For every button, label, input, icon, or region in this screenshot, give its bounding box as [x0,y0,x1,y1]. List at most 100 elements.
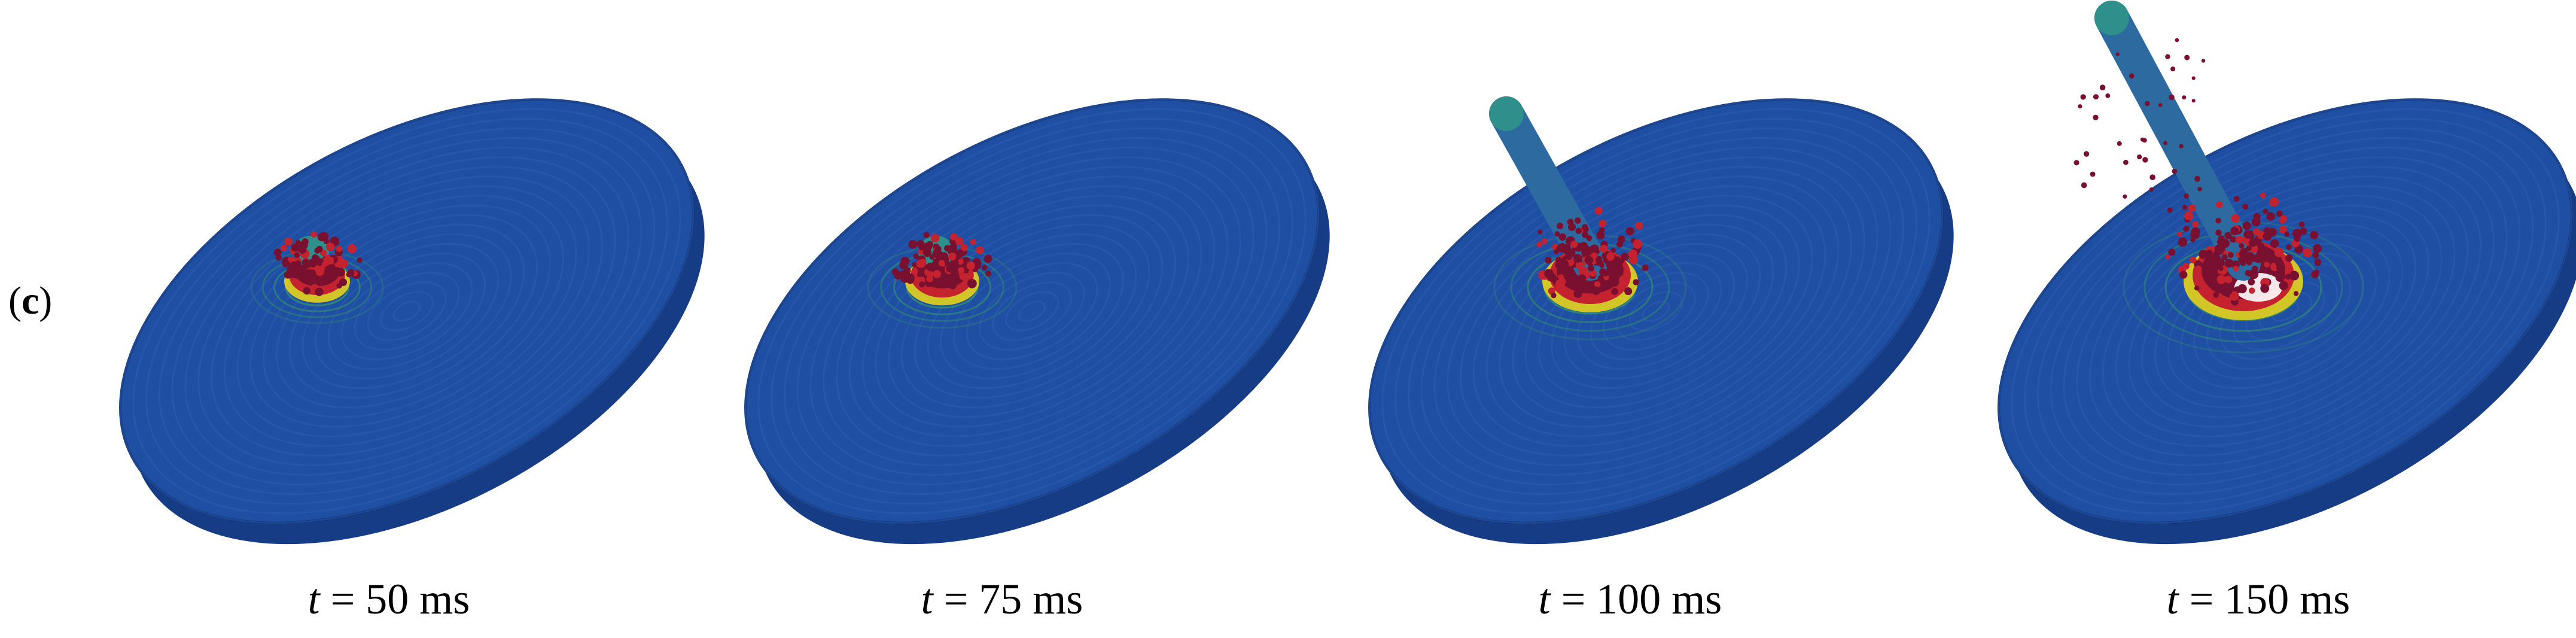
disk-ring [1499,195,1813,428]
debris-particle [2172,168,2178,174]
debris-t100 [1536,206,1649,299]
frame-t150 [1986,0,2576,569]
debris-particle [1590,269,1597,277]
debris-particle [2251,266,2258,273]
debris-particle [939,275,949,285]
impact-ripple [2123,221,2364,354]
disk-ring [796,137,1268,485]
debris-particle [347,244,357,254]
debris-particle [1554,249,1559,255]
debris-particle [2246,245,2252,251]
debris-particle [2294,235,2300,242]
debris-particle [2224,259,2234,268]
debris-particle [2235,236,2243,244]
debris-particle [2165,254,2170,260]
debris-t50 [273,231,363,296]
debris-particle [1610,277,1619,287]
disk-ring [861,185,1202,438]
disk-ring [1590,262,1722,360]
debris-particle [2213,292,2219,298]
debris-particle [321,261,328,268]
debris-particle [2313,269,2320,276]
debris-particle [336,282,342,289]
debris-particle [925,280,932,287]
disk-ring [1018,300,1046,322]
debris-particle [958,267,965,274]
debris-particle [2188,204,2196,212]
debris-particle [913,253,919,259]
debris-particle [926,275,933,282]
disk-ring [263,204,551,418]
debris-particle [284,237,293,246]
disk-ring [927,233,1137,390]
debris-particle [336,245,343,253]
debris-particle [1554,231,1560,237]
debris-particle [918,281,925,288]
debris-particle [900,256,910,266]
debris-particle [2215,217,2221,224]
time-caption-t75: t = 75 ms [921,578,1083,621]
debris-t150 [2073,38,2322,306]
debris-particle [2248,278,2255,285]
disk-group [1998,98,2576,545]
debris-particle [2260,192,2266,199]
debris-particle [2242,203,2249,210]
debris-particle [2194,285,2200,291]
debris-particle [1628,249,1638,259]
disk-ring [744,98,1320,524]
debris-particle [2201,59,2206,63]
debris-particle [2073,160,2079,166]
debris-particle [2260,284,2270,293]
debris-particle [933,270,941,278]
debris-particle [2224,232,2232,239]
disk-ring [210,166,604,457]
debris-particle [923,232,930,238]
debris-particle [1625,227,1634,236]
debris-particle [2270,239,2279,248]
debris-particle [976,246,984,254]
debris-particle [2194,175,2200,182]
debris-particle [2163,141,2168,145]
disk-group [744,98,1330,545]
debris-particle [1635,221,1643,230]
debris-particle [2312,251,2319,259]
debris-particle [1591,252,1598,259]
debris-particle [273,248,282,257]
debris-particle [2090,171,2096,177]
debris-particle [2266,212,2275,221]
debris-particle [1594,281,1601,288]
debris-particle [2183,226,2190,232]
debris-particle [2215,246,2224,255]
disk-ring [848,175,1216,447]
debris-particle [1619,275,1628,285]
debris-particle [2181,237,2187,243]
disk-ring [1459,166,1853,457]
debris-particle [2179,144,2184,149]
rod-body [1489,96,1607,281]
debris-particle [2224,275,2233,284]
debris-particle [297,245,307,254]
debris-particle [1581,250,1588,257]
debris-particle [1597,275,1605,282]
debris-particle [1578,267,1587,276]
disk-ring [327,253,486,370]
disk-ring [771,117,1293,505]
debris-particle [2215,229,2222,236]
debris-particle [1582,226,1589,233]
disk-group [119,98,705,545]
debris-particle [908,239,918,249]
disk-ring [952,253,1112,370]
disk-ring [302,233,512,390]
debris-particle [2239,250,2248,259]
debris-particle [955,249,964,258]
disk-ring [1381,108,1931,515]
debris-particle [2285,254,2293,262]
debris-particle [948,281,957,290]
disk-ring [158,127,656,496]
debris-particle [1584,256,1594,265]
debris-particle [319,232,329,242]
debris-particle [1547,273,1557,282]
debris-particle [1596,230,1605,240]
debris-particle [2142,157,2148,163]
debris-particle [1642,264,1649,271]
